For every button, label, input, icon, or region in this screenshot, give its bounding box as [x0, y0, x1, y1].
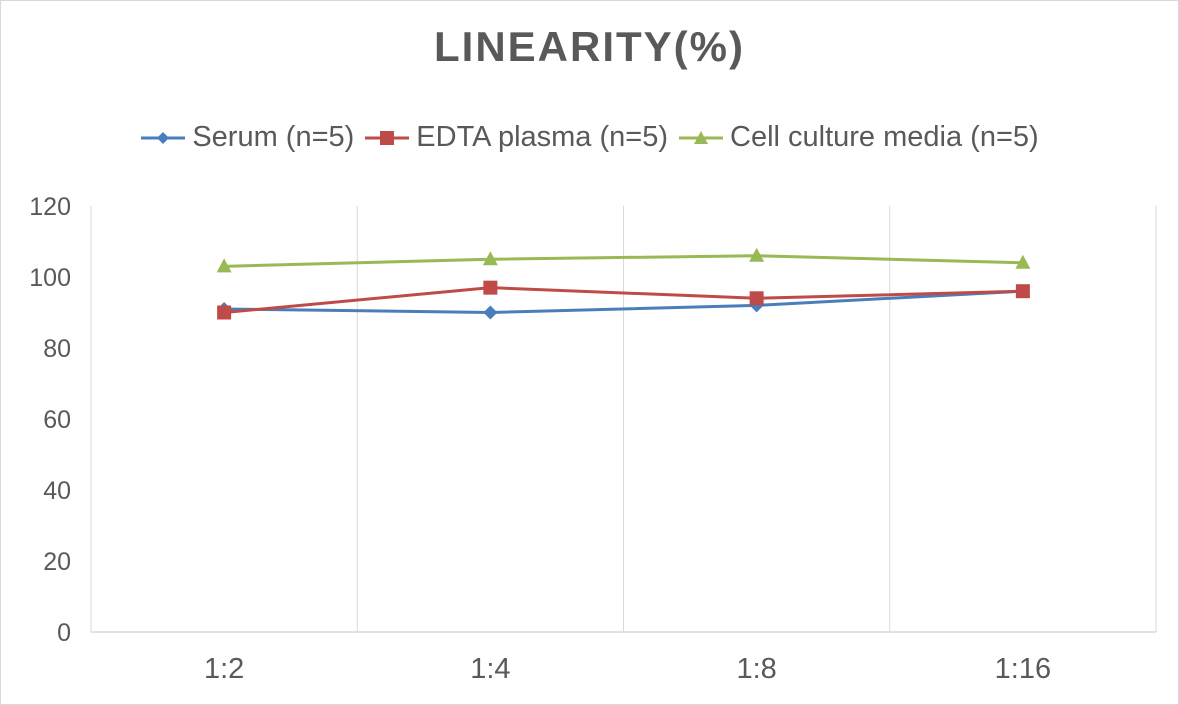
chart-title: LINEARITY(%): [434, 23, 745, 70]
data-point-square: [1015, 284, 1030, 299]
y-tick-label: 120: [29, 193, 71, 221]
legend-label-serum: Serum (n=5): [192, 121, 355, 153]
series-line-1: [223, 286, 1023, 314]
y-tick-label: 20: [43, 548, 71, 576]
y-tick-label: 40: [43, 477, 71, 505]
x-tick-label: 1:2: [204, 653, 244, 685]
y-tick-label: 80: [43, 335, 71, 363]
series-line-2: [224, 254, 1023, 268]
legend-swatch-cell-culture-media: [679, 130, 723, 144]
legend-swatch-edta-plasma: [365, 130, 410, 145]
legend-swatch-serum: [141, 131, 186, 144]
y-tick-label: 60: [43, 406, 71, 434]
y-tick-label: 0: [57, 619, 71, 647]
series-line-0: [224, 289, 1023, 314]
data-point-triangle: [1015, 254, 1031, 269]
chart-legend: Serum (n=5) EDTA plasma (n=5) Cell cultu…: [1, 121, 1178, 154]
legend-item-edta-plasma: EDTA plasma (n=5): [364, 121, 668, 154]
data-point-triangle: [749, 247, 765, 262]
x-tick-label: 1:4: [470, 653, 510, 685]
legend-item-cell-culture-media: Cell culture media (n=5): [678, 121, 1039, 154]
data-point-square: [749, 291, 764, 306]
data-point-triangle: [482, 251, 498, 266]
legend-label-cell-culture-media: Cell culture media (n=5): [730, 121, 1039, 153]
x-tick-label: 1:8: [736, 653, 776, 685]
legend-item-serum: Serum (n=5): [140, 121, 354, 154]
data-point-triangle: [216, 258, 232, 273]
legend-label-edta-plasma: EDTA plasma (n=5): [416, 121, 668, 153]
x-tick-label: 1:16: [995, 653, 1051, 685]
data-point-diamond: [483, 305, 498, 320]
data-point-square: [217, 305, 232, 320]
y-tick-label: 100: [29, 264, 71, 292]
data-point-square: [483, 280, 498, 295]
